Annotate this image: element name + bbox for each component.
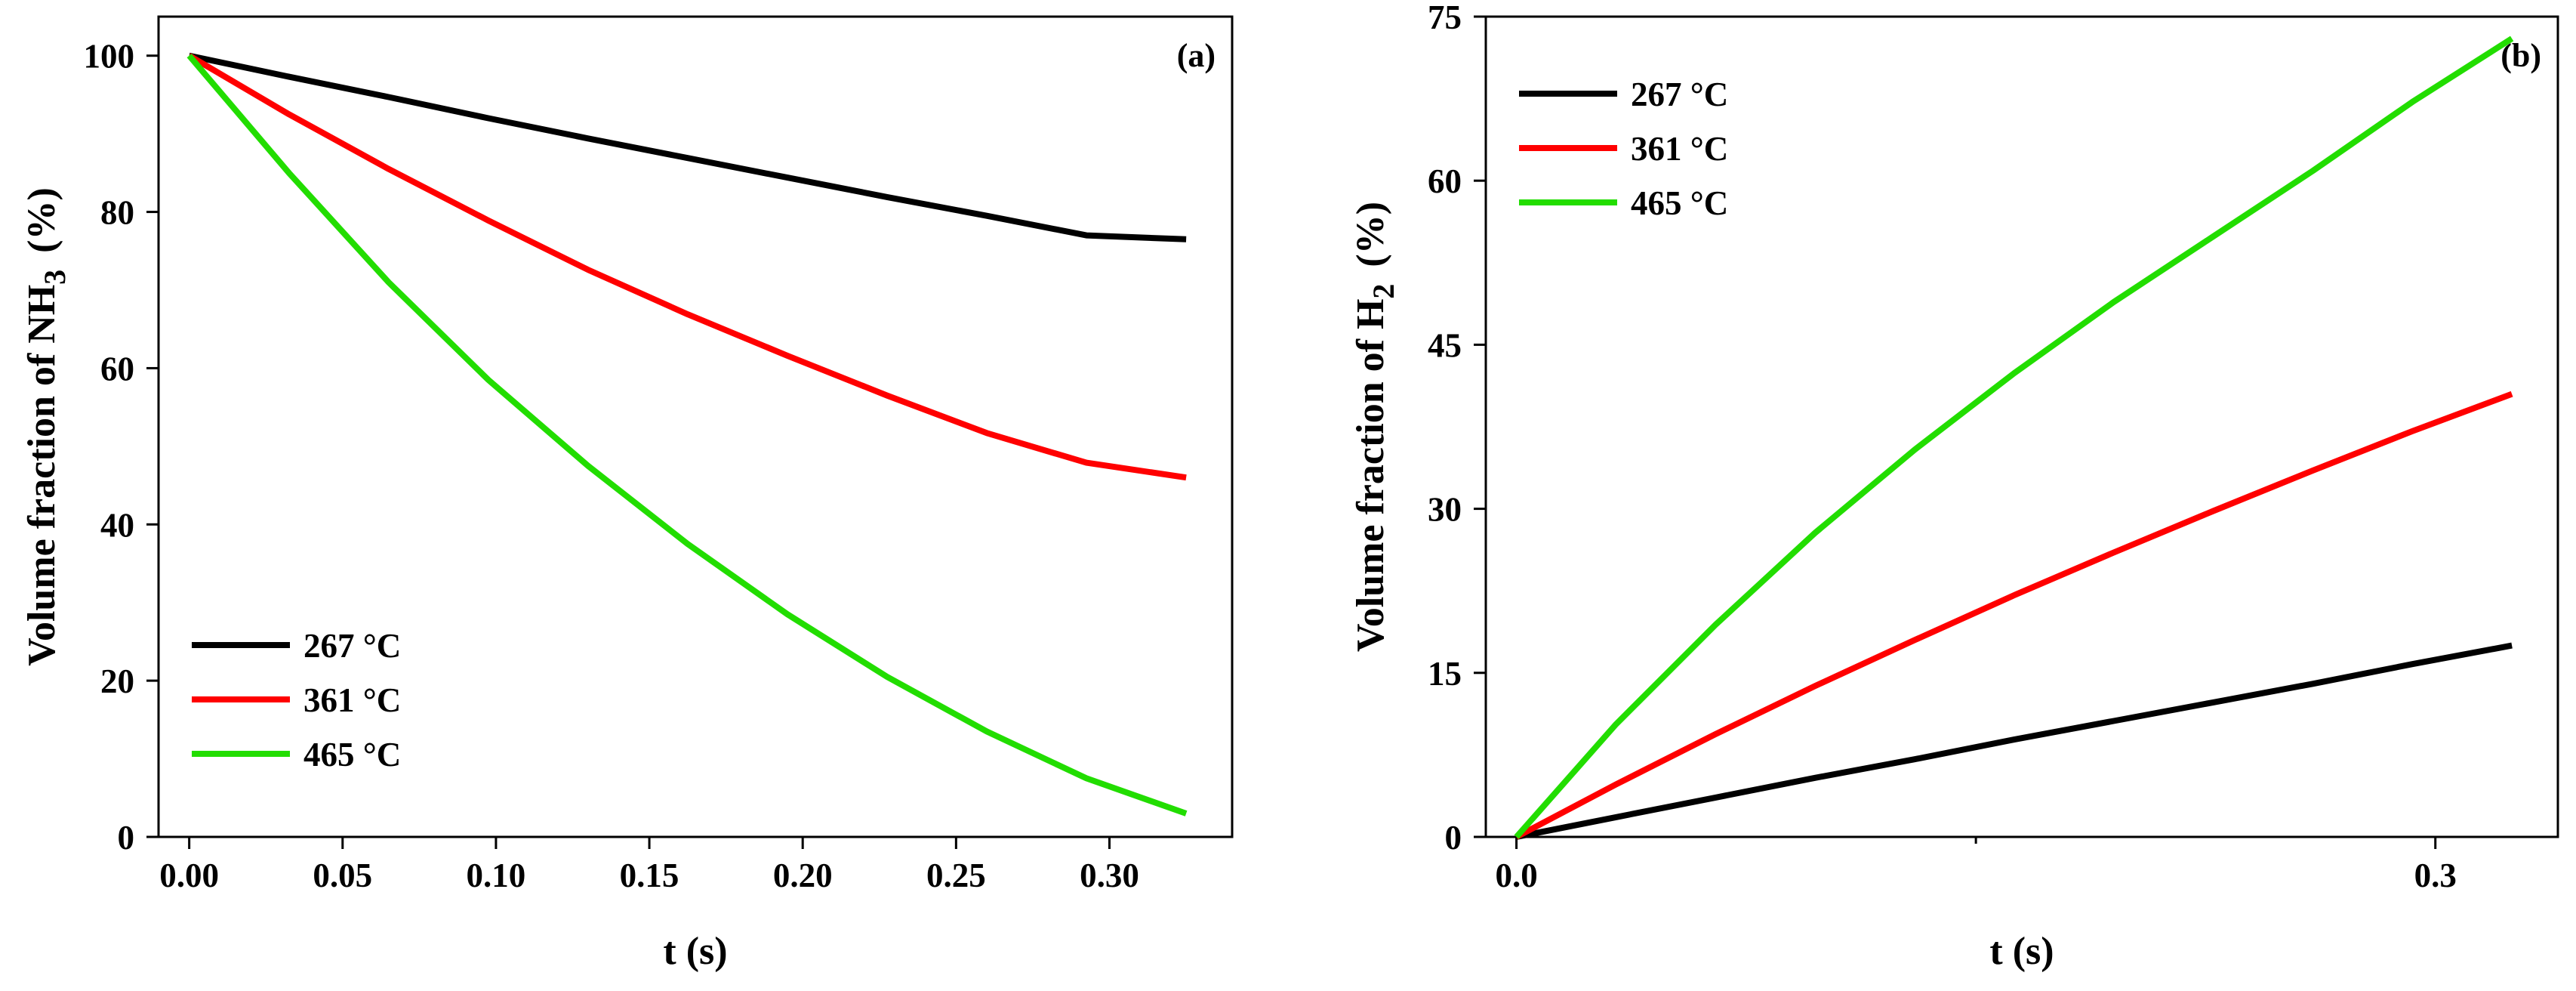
panel-b-legend-label-361: 361 °C bbox=[1631, 130, 1728, 168]
panel-b-legend-label-267: 267 °C bbox=[1631, 76, 1728, 113]
panel-b-y-axis-title-subscript: 2 bbox=[1367, 284, 1400, 299]
panel-a-y-axis-title-text: Volume fraction of NH bbox=[20, 285, 63, 666]
panel-b-legend-label-465: 465 °C bbox=[1631, 184, 1728, 222]
panel-b-legend: 267 °C 361 °C 465 °C bbox=[1519, 76, 1728, 222]
panel-b-y-tick-label: 45 bbox=[1428, 326, 1462, 364]
panel-b-y-tick-label: 75 bbox=[1428, 0, 1462, 36]
panel-a-y-tick-label: 80 bbox=[100, 194, 134, 232]
panel-b-y-tick-label: 30 bbox=[1428, 491, 1462, 529]
panel-a-y-tick-label: 40 bbox=[100, 506, 134, 544]
panel-a-y-tick-label: 60 bbox=[100, 350, 134, 387]
panel-b-y-axis-title: Volume fraction of H2 (%) bbox=[1349, 202, 1400, 652]
panel-a-panel-label: (a) bbox=[1177, 37, 1216, 74]
panel-b-x-tick-label: 0.3 bbox=[2414, 857, 2457, 894]
panel-b-x-tick-label: 0.0 bbox=[1495, 857, 1537, 894]
panel-a-x-tick-label: 0.15 bbox=[620, 857, 679, 894]
panel-a-x-tick-label: 0.20 bbox=[773, 857, 833, 894]
panel-a-plot-frame bbox=[157, 15, 1234, 838]
panel-b-y-axis-title-unit: (%) bbox=[1349, 202, 1392, 267]
panel-b-panel-label: (b) bbox=[2501, 37, 2541, 74]
panel-a-legend-label-361: 361 °C bbox=[304, 681, 401, 719]
panel-a-y-tick-label: 0 bbox=[118, 819, 135, 857]
panel-a-y-axis-title-subscript: 3 bbox=[38, 270, 72, 285]
panel-b-series-line-465 bbox=[1514, 36, 2514, 839]
panel-a-legend: 267 °C 361 °C 465 °C bbox=[192, 627, 401, 773]
panel-a-x-tick-label: 0.05 bbox=[313, 857, 372, 894]
panel-a-series-line-361 bbox=[187, 53, 1187, 481]
panel-b-series-line-361 bbox=[1514, 391, 2513, 840]
panel-b: 0.0 0.3 0 15 30 45 60 75 t (s) Volume fraction of… bbox=[1349, 0, 2559, 973]
panel-a-y-tick-label: 100 bbox=[84, 38, 135, 76]
panel-a-x-tick-label: 0.00 bbox=[159, 857, 219, 894]
panel-a-x-tick-label: 0.30 bbox=[1080, 857, 1139, 894]
panel-a-x-axis-title: t (s) bbox=[663, 930, 727, 973]
panel-a-x-tick-label: 0.10 bbox=[467, 857, 526, 894]
panel-b-x-axis-title: t (s) bbox=[1989, 930, 2054, 973]
panel-b-y-tick-label: 60 bbox=[1428, 162, 1462, 200]
panel-a: 0.00 0.05 0.10 0.15 0.20 0.25 0.30 0 20 40 60 80 100… bbox=[20, 15, 1234, 973]
panel-b-y-tick-label: 15 bbox=[1428, 655, 1462, 693]
panel-b-plot-frame bbox=[1484, 15, 2559, 838]
panel-a-series-line-465 bbox=[186, 54, 1188, 817]
panel-b-y-tick-label: 0 bbox=[1445, 819, 1462, 857]
panel-b-y-axis-title-text: Volume fraction of H bbox=[1349, 299, 1392, 652]
panel-a-legend-label-465: 465 °C bbox=[304, 736, 401, 773]
panel-a-legend-label-267: 267 °C bbox=[304, 627, 401, 665]
panel-a-x-tick-label: 0.25 bbox=[926, 857, 986, 894]
panel-a-y-axis-title: Volume fraction of NH3 (%) bbox=[20, 187, 72, 666]
panel-b-series-line-267 bbox=[1515, 642, 2513, 840]
panel-a-y-tick-label: 20 bbox=[100, 662, 134, 700]
panel-a-y-axis-title-unit: (%) bbox=[20, 187, 63, 253]
panel-a-series-line-267 bbox=[188, 52, 1187, 242]
